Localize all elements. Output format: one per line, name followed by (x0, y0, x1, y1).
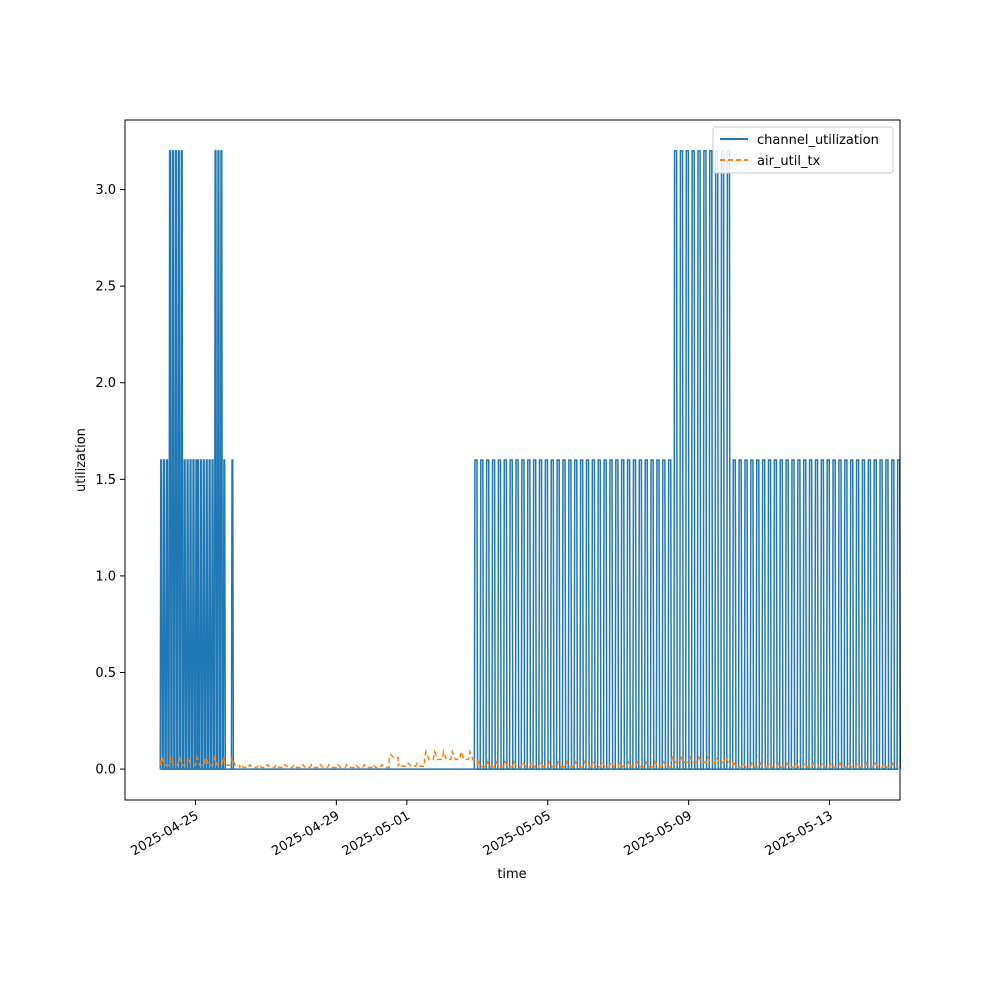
series-channel-utilization-spikes (473, 150, 902, 770)
series-channel-utilization-spikes (159, 150, 199, 770)
y-tick-label: 1.5 (95, 473, 116, 488)
legend-label-channel-utilization: channel_utilization (757, 133, 879, 148)
legend-box (712, 126, 894, 174)
y-tick-label: 0.5 (95, 666, 116, 681)
x-axis-title: time (497, 867, 526, 882)
y-axis-ticks: 0.0 0.5 1.0 1.5 2.0 2.5 3.0 (95, 183, 125, 778)
y-tick-label: 2.5 (95, 280, 116, 295)
y-tick-label: 2.0 (95, 376, 116, 391)
legend-label-air-util-tx: air_util_tx (757, 154, 821, 169)
y-tick-label: 3.0 (95, 183, 116, 198)
y-tick-label: 1.0 (95, 569, 116, 584)
axes-frame (124, 119, 901, 801)
plot-area (124, 119, 902, 801)
y-tick-label: 0.0 (95, 763, 116, 778)
y-axis-title: utilization (74, 428, 89, 492)
series-layer (159, 150, 902, 770)
legend: channel_utilization air_util_tx (712, 126, 894, 174)
series-channel-utilization-spikes (230, 459, 235, 770)
